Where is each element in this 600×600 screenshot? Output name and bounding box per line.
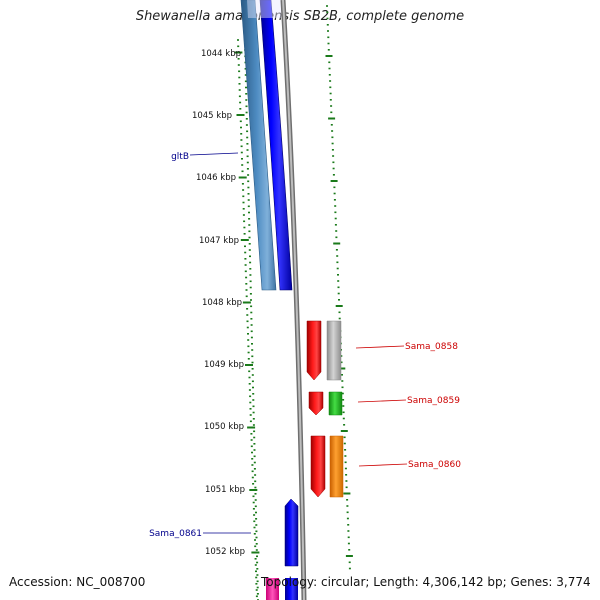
sama-0859-cds[interactable] <box>308 391 324 416</box>
gene-label-gltB[interactable]: gltB <box>171 152 189 162</box>
steelblue-feature[interactable] <box>240 0 277 291</box>
sama-0858-cds[interactable] <box>306 320 322 381</box>
kbp-label: 1052 kbp <box>205 547 245 557</box>
gene-labels: gltB Sama_0858 Sama_0859 Sama_0860 Sama_… <box>149 152 461 539</box>
kbp-label: 1046 kbp <box>196 173 236 183</box>
gene-label-sama-0858[interactable]: Sama_0858 <box>405 342 458 352</box>
kbp-label: 1050 kbp <box>204 422 244 432</box>
kbp-label: 1048 kbp <box>202 298 242 308</box>
gltB-forward-cds[interactable] <box>259 0 293 291</box>
bottom-blue-cds[interactable] <box>285 578 298 600</box>
kbp-labels: 1044 kbp 1045 kbp 1046 kbp 1047 kbp 1048… <box>192 49 245 557</box>
genome-backbone-highlight <box>282 0 305 600</box>
kbp-label: 1049 kbp <box>204 360 244 370</box>
accession-text: Accession: NC_008700 <box>9 575 146 589</box>
gene-label-sama-0860[interactable]: Sama_0860 <box>408 460 461 470</box>
gene-label-sama-0859[interactable]: Sama_0859 <box>407 396 460 406</box>
genome-stats-text: Topology: circular; Length: 4,306,142 bp… <box>261 575 591 589</box>
inner-tick-ruler <box>234 39 260 598</box>
sama-0860-cds[interactable] <box>310 435 326 498</box>
sama-0861-cds[interactable] <box>284 498 299 567</box>
gene-label-sama-0861[interactable]: Sama_0861 <box>149 529 202 539</box>
middle-tick-ruler <box>243 0 259 600</box>
top-highlight <box>247 0 285 18</box>
kbp-label: 1044 kbp <box>201 49 241 59</box>
sama-0858-gray-feature[interactable] <box>326 320 342 381</box>
map-title: Shewanella amazonensis SB2B, complete ge… <box>135 9 465 24</box>
outer-tick-ruler <box>325 5 353 570</box>
kbp-label: 1047 kbp <box>199 236 239 246</box>
sama-0860-orange-feature[interactable] <box>329 435 344 498</box>
kbp-label: 1045 kbp <box>192 111 232 121</box>
sama-0859-green-feature[interactable] <box>328 391 343 416</box>
kbp-label: 1051 kbp <box>205 485 245 495</box>
pink-feature[interactable] <box>266 578 279 600</box>
gene-label-lines <box>189 152 408 534</box>
